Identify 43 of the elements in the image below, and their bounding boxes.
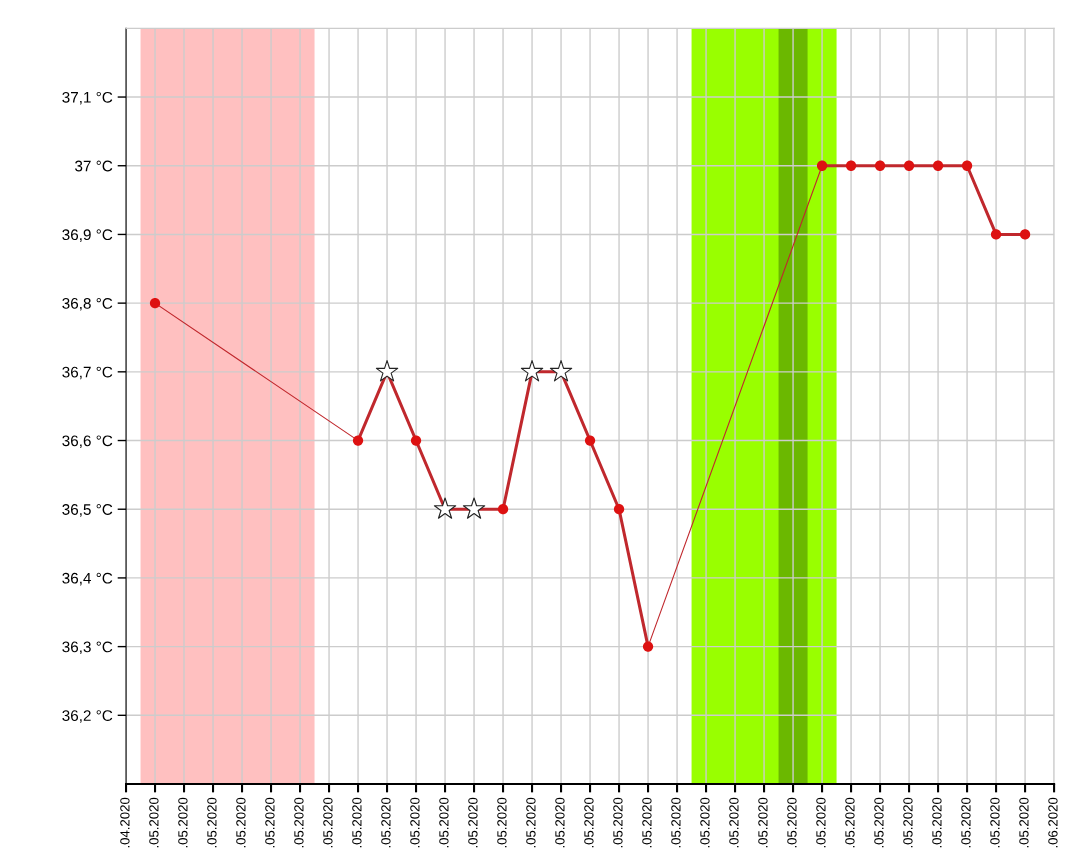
y-tick-label: 37,1 °C [62, 91, 113, 105]
x-tick-label: .05.2020 [178, 797, 188, 848]
x-tick-label: .05.2020 [903, 797, 913, 848]
x-tick-label: .05.2020 [468, 797, 478, 848]
x-tick-label: .05.2020 [526, 797, 536, 848]
y-tick-label: 36,2 °C [62, 710, 113, 723]
y-tick-label: 36,9 °C [62, 229, 113, 242]
y-tick-label: 36,3 °C [62, 641, 113, 655]
x-tick-label: .05.2020 [555, 797, 565, 848]
y-tick-label: 36,5 °C [62, 504, 113, 517]
x-tick-label: .05.2020 [816, 797, 826, 848]
x-tick-label: .05.2020 [671, 797, 681, 848]
x-tick-label: .06.2020 [1048, 797, 1058, 848]
x-tick-label: .05.2020 [700, 797, 710, 848]
y-tick-label: 36,8 °C [62, 298, 113, 311]
x-tick-label: .05.2020 [758, 797, 768, 848]
x-tick-label: .05.2020 [149, 797, 159, 848]
x-tick-label: .05.2020 [729, 797, 739, 848]
y-tick-label: 36,4 °C [62, 572, 113, 586]
x-tick-label: .05.2020 [874, 797, 884, 848]
x-tick-label: .05.2020 [990, 797, 1000, 848]
x-tick-label: .05.2020 [845, 797, 855, 848]
x-tick-label: .05.2020 [294, 797, 304, 848]
x-tick-label: .05.2020 [207, 797, 217, 848]
x-tick-label: .05.2020 [352, 797, 362, 848]
x-tick-label: .05.2020 [642, 797, 652, 848]
x-tick-label: .05.2020 [787, 797, 797, 848]
x-tick-label: .04.2020 [120, 797, 130, 848]
x-tick-label: .05.2020 [584, 797, 594, 848]
x-tick-label: .05.2020 [381, 797, 391, 848]
y-tick-label: 37 °C [75, 160, 113, 172]
x-tick-label: .05.2020 [265, 797, 275, 848]
x-tick-label: .05.2020 [439, 797, 449, 848]
x-tick-label: .05.2020 [323, 797, 333, 848]
x-tick-label: .05.2020 [236, 797, 246, 848]
x-tick-label: .05.2020 [932, 797, 942, 848]
y-tick-label: 36,6 °C [62, 435, 113, 449]
x-tick-label: .05.2020 [613, 797, 623, 848]
y-tick-label: 36,7 °C [62, 366, 113, 380]
x-tick-label: .05.2020 [497, 797, 507, 848]
x-tick-label: .05.2020 [961, 797, 971, 848]
x-tick-label: .05.2020 [1019, 797, 1029, 848]
x-tick-label: .05.2020 [410, 797, 420, 848]
